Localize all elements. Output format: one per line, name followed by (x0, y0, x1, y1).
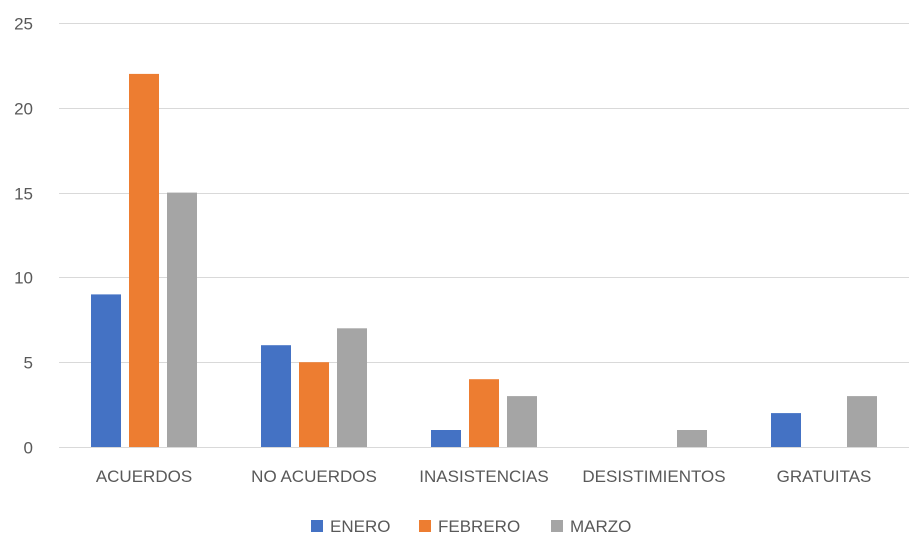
bar-no-acuerdos-febrero (299, 362, 329, 447)
y-tick-label: 0 (24, 439, 33, 458)
legend-swatch-marzo (551, 520, 563, 532)
bar-acuerdos-enero (91, 294, 121, 447)
y-tick-label: 20 (14, 100, 33, 119)
x-axis: ACUERDOS NO ACUERDOS INASISTENCIAS DESISTIM… (59, 447, 909, 486)
bar-inasistencias-febrero (469, 379, 499, 447)
bar-no-acuerdos-enero (261, 345, 291, 447)
bars (91, 73, 877, 448)
legend: ENERO FEBRERO MARZO (311, 517, 631, 536)
x-category-label: DESISTIMIENTOS (582, 467, 725, 486)
legend-label-febrero: FEBRERO (438, 517, 520, 536)
bar-no-acuerdos-marzo (337, 328, 367, 447)
legend-label-marzo: MARZO (570, 517, 631, 536)
bar-acuerdos-febrero (129, 73, 159, 448)
x-category-label: INASISTENCIAS (419, 467, 548, 486)
y-tick-label: 5 (24, 354, 33, 373)
y-tick-label: 15 (14, 185, 33, 204)
bar-inasistencias-marzo (507, 396, 537, 447)
legend-swatch-enero (311, 520, 323, 532)
y-axis-tick-labels: 0 5 10 15 20 25 (14, 15, 33, 458)
legend-label-enero: ENERO (330, 517, 390, 536)
bar-acuerdos-marzo (167, 192, 197, 447)
bar-desistimientos-marzo (677, 430, 707, 447)
x-category-label: GRATUITAS (777, 467, 872, 486)
bar-inasistencias-enero (431, 430, 461, 447)
gridlines (59, 23, 909, 363)
y-tick-label: 25 (14, 15, 33, 34)
x-category-label: ACUERDOS (96, 467, 192, 486)
legend-swatch-febrero (419, 520, 431, 532)
x-category-label: NO ACUERDOS (251, 467, 377, 486)
bar-gratuitas-marzo (847, 396, 877, 447)
bar-gratuitas-enero (771, 413, 801, 447)
y-tick-label: 10 (14, 269, 33, 288)
